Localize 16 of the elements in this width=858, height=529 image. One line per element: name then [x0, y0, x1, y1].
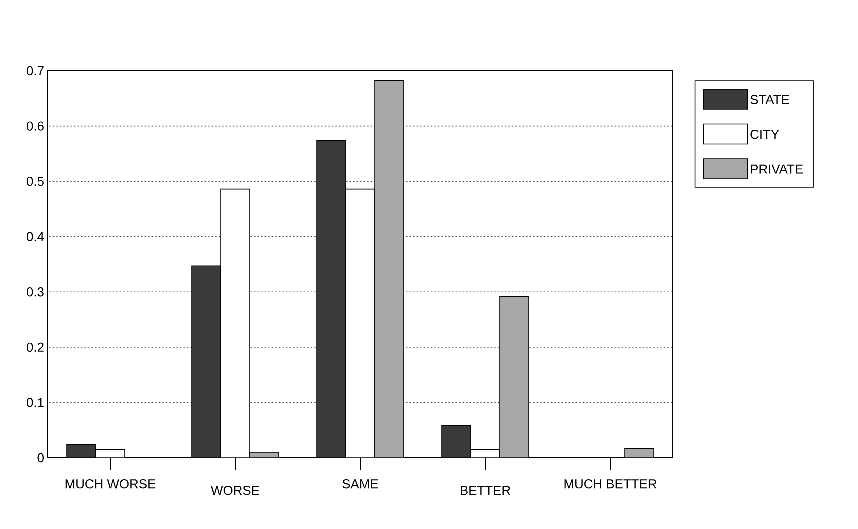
y-tick-label: 0.6 — [26, 122, 44, 131]
y-tick-label: 0 — [38, 453, 44, 463]
x-tick-label: BETTER — [461, 486, 510, 496]
y-tick-label: 0.3 — [26, 288, 44, 297]
y-tick-label: 0.2 — [26, 342, 44, 352]
legend-label: PRIVATE — [751, 164, 804, 174]
y-tick-label: 0.4 — [26, 232, 44, 242]
y-tick-label: 0.1 — [26, 398, 44, 408]
x-tick-label: WORSE — [211, 486, 260, 496]
y-tick-label: 0.7 — [26, 66, 44, 76]
x-tick-label: MUCH WORSE — [66, 480, 156, 489]
legend-label: STATE — [750, 95, 790, 104]
y-tick-label: 0.5 — [26, 176, 44, 186]
x-tick-label: SAME — [342, 480, 378, 489]
legend-label: CITY — [750, 130, 780, 140]
x-tick-label: MUCH BETTER — [564, 480, 657, 489]
